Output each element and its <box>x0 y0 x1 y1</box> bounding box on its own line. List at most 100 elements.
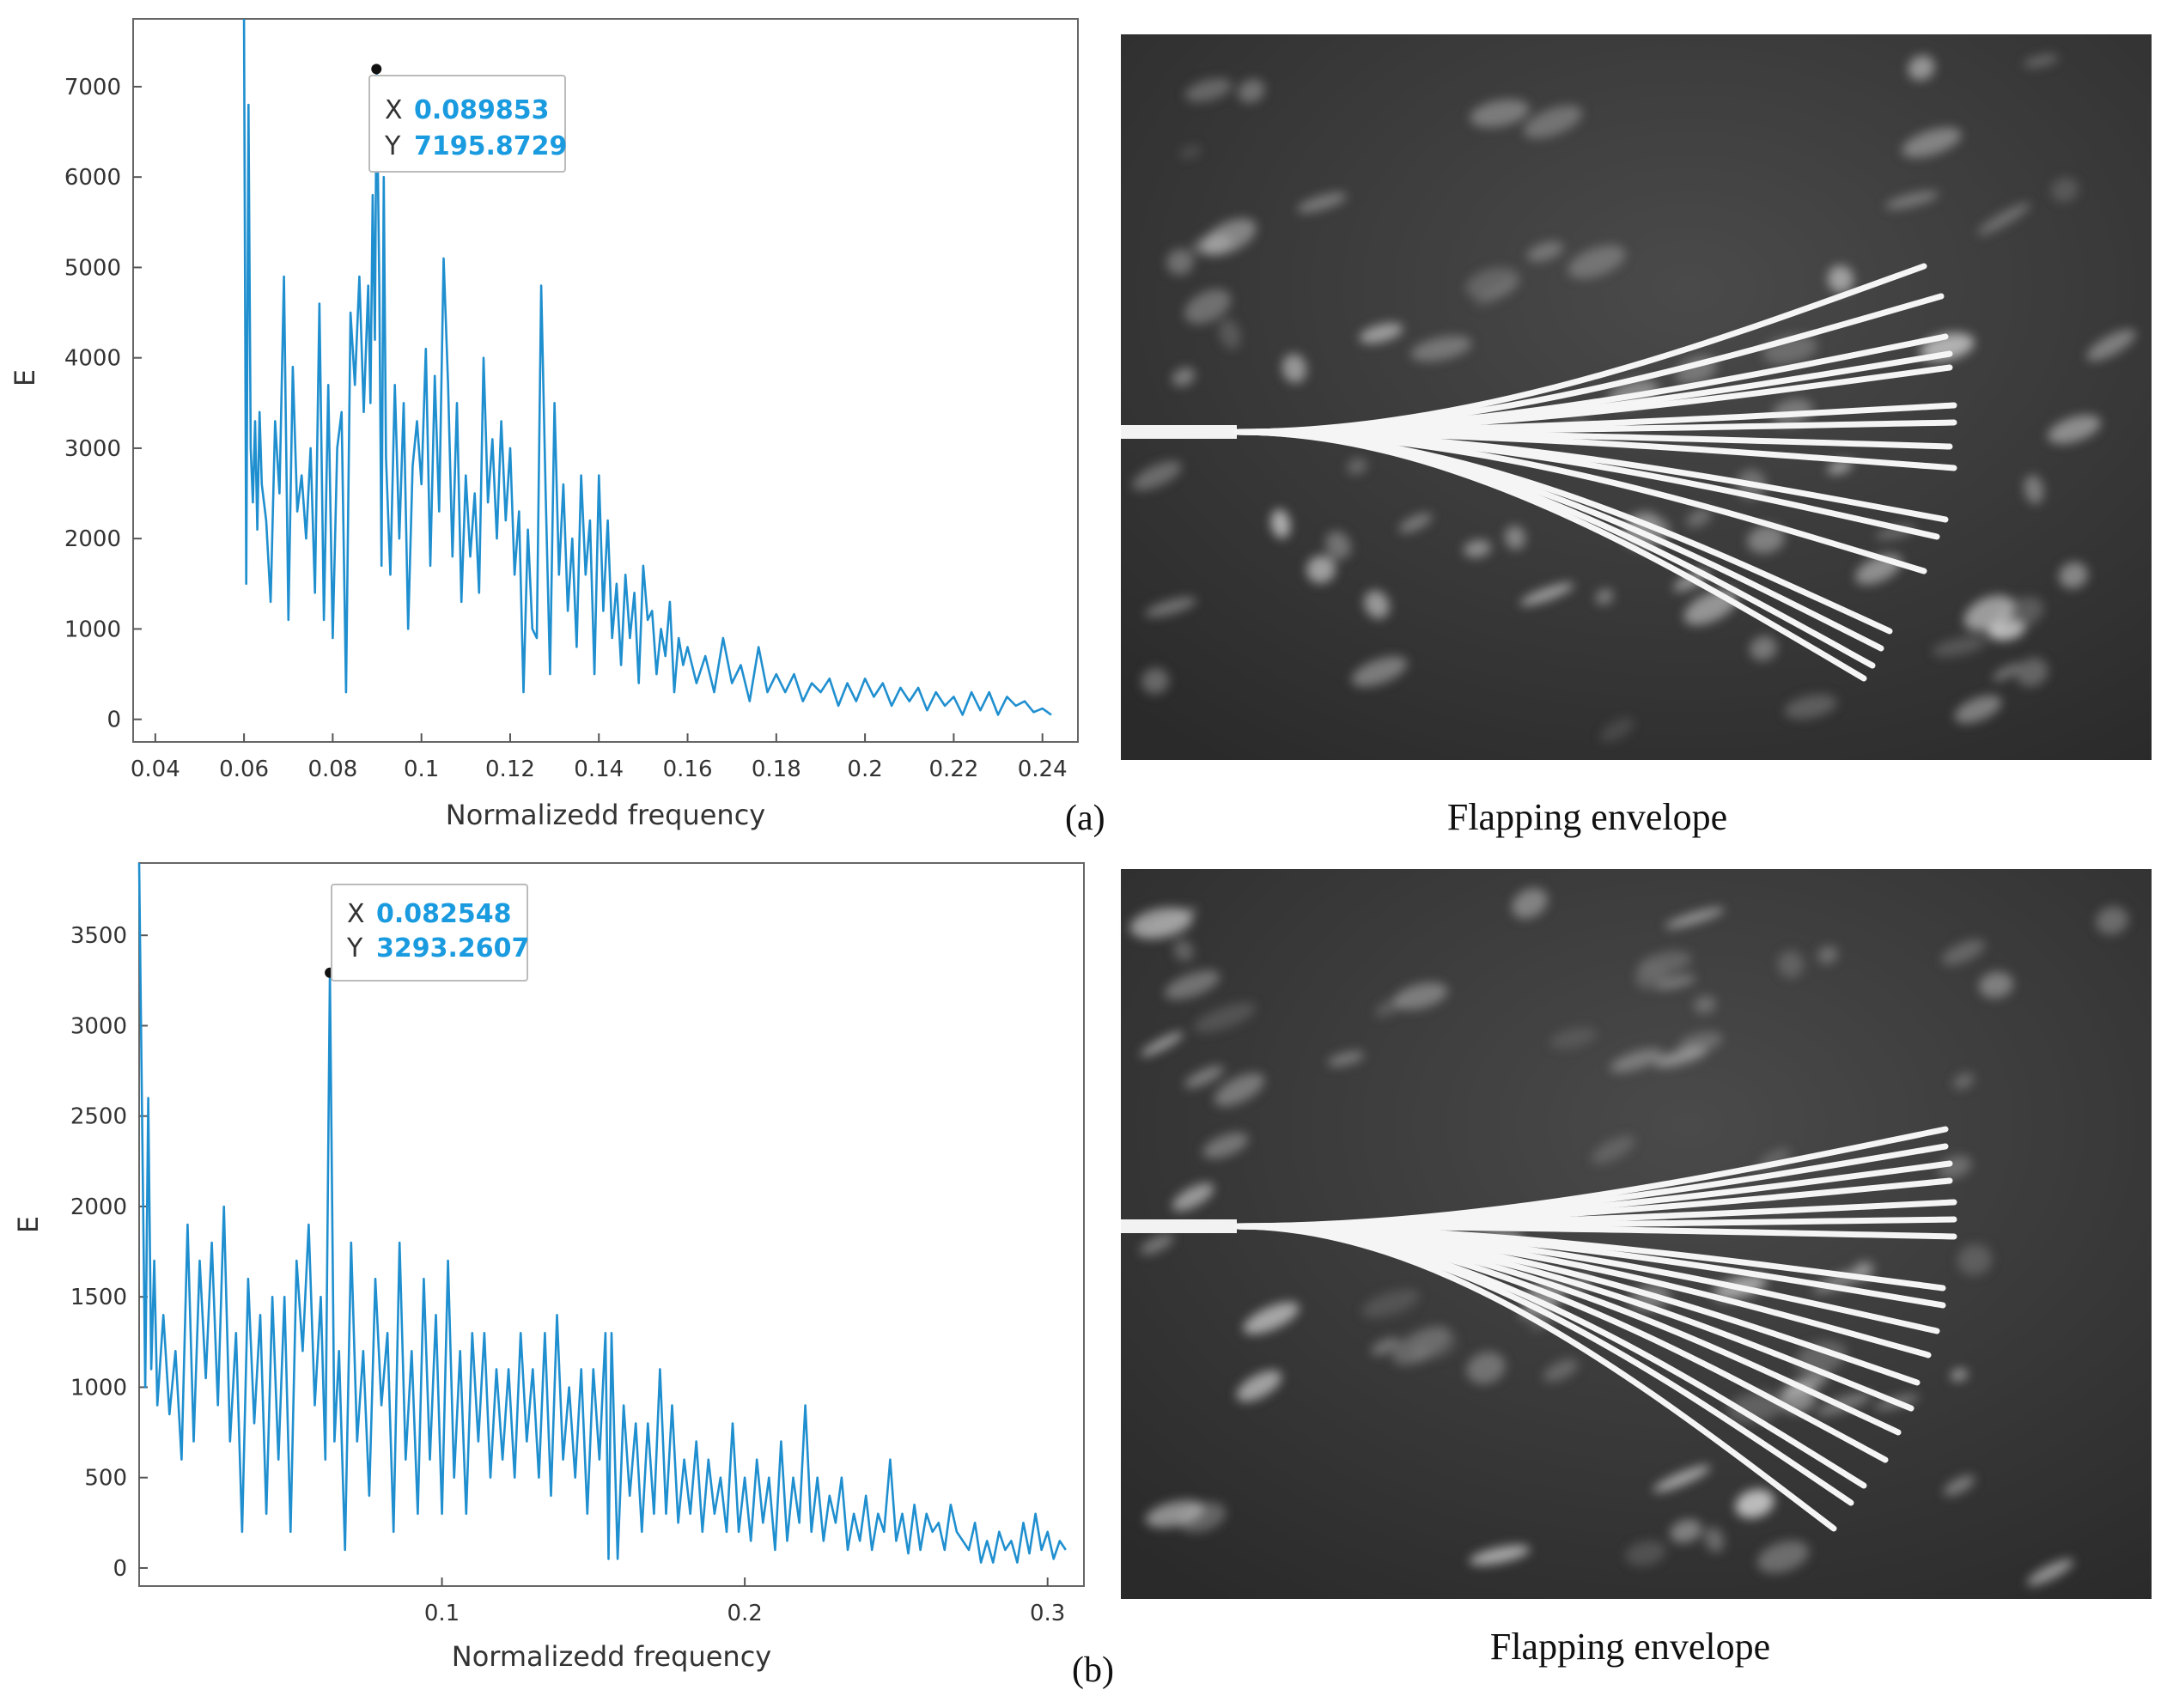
particle <box>2023 54 2059 68</box>
datatip-x-label-b: X <box>347 899 365 929</box>
particle <box>1347 458 1367 475</box>
particle <box>1637 951 1692 976</box>
particle <box>1132 460 1182 491</box>
x-tick-label: 0.2 <box>847 757 882 782</box>
particle <box>1543 1358 1579 1383</box>
particle <box>1747 525 1785 554</box>
particle <box>1827 265 1854 293</box>
particle <box>1178 1502 1227 1533</box>
particle <box>1655 975 1696 990</box>
x-axis-label-a: Normalizedd frequency <box>446 799 765 831</box>
particle <box>1549 1027 1598 1049</box>
particle <box>1236 1370 1282 1402</box>
particle <box>1172 1182 1214 1212</box>
particle <box>1943 1475 1975 1496</box>
particle <box>1665 908 1725 928</box>
particle <box>1678 1031 1723 1054</box>
particle <box>1325 531 1351 560</box>
particle <box>1757 1541 1809 1573</box>
photo-background-b <box>1121 869 2152 1599</box>
x-tick-label: 0.12 <box>485 757 535 782</box>
particle <box>2051 177 2079 203</box>
particle <box>1410 336 1472 362</box>
y-tick-label: 2500 <box>70 1104 127 1130</box>
datatip-y-label-a: Y <box>384 131 401 161</box>
particle <box>1704 1527 1725 1553</box>
jet-core <box>1121 425 1237 439</box>
particle <box>1884 191 1939 210</box>
y-tick-label: 2000 <box>70 1194 127 1220</box>
y-tick-label: 3000 <box>70 1013 127 1039</box>
x-tick-label: 0.08 <box>307 757 357 782</box>
datatip-b[interactable]: X 0.082548 Y 3293.2607 <box>331 884 529 982</box>
particle <box>1670 1519 1702 1543</box>
y-axis-label-b: E <box>12 1216 45 1233</box>
plume-streak <box>1233 1223 1837 1532</box>
particle <box>2024 475 2044 504</box>
particle <box>1297 192 1347 213</box>
y-tick-label: 0 <box>113 1556 127 1582</box>
y-axis-ticks-b: 0 500 1000 1500 2000 2500 3000 3500 <box>70 923 148 1582</box>
particle <box>1145 597 1196 617</box>
x-tick-label: 0.18 <box>752 757 801 782</box>
x-axis-label-b: Normalizedd frequency <box>452 1640 771 1673</box>
y-tick-label: 3500 <box>70 923 127 949</box>
particle <box>1140 907 1198 938</box>
x-tick-label: 0.24 <box>1018 757 1068 782</box>
particle <box>1827 459 1853 475</box>
particle <box>1202 1132 1249 1159</box>
plume-envelope-b <box>1121 1126 1957 1532</box>
x-tick-label: 0.2 <box>727 1601 762 1626</box>
particle <box>1979 971 2013 999</box>
y-tick-label: 1500 <box>70 1285 127 1310</box>
particle <box>1777 951 1805 978</box>
x-tick-label: 0.1 <box>404 757 439 782</box>
particle <box>1393 982 1448 1010</box>
particle <box>1908 55 1935 81</box>
datatip-x-value-a: 0.089853 <box>414 95 550 125</box>
y-tick-label: 7000 <box>64 75 121 100</box>
particle <box>2048 415 2101 444</box>
particle <box>1327 1051 1365 1067</box>
particle <box>1141 667 1169 695</box>
y-tick-label: 0 <box>107 708 121 733</box>
x-tick-label: 0.16 <box>663 757 713 782</box>
particle <box>1817 945 1838 964</box>
particle <box>1784 694 1837 720</box>
particle <box>1351 656 1408 687</box>
particle <box>1361 1289 1420 1318</box>
peak-marker-a[interactable] <box>371 64 382 75</box>
particle <box>1952 1073 1975 1090</box>
particle <box>1512 888 1548 919</box>
datatip-a[interactable]: X 0.089853 Y 7195.8729 <box>368 75 567 173</box>
particle <box>2059 562 2088 589</box>
particle <box>1184 1066 1224 1088</box>
datatip-x-value-b: 0.082548 <box>376 899 512 929</box>
particle <box>1523 105 1583 139</box>
spectrum-line-b <box>137 862 1067 1564</box>
particle <box>1371 1337 1400 1356</box>
particle <box>1526 241 1564 262</box>
particle <box>1173 939 1194 962</box>
datatip-x-label-a: X <box>385 95 403 125</box>
particle <box>1164 970 1221 1000</box>
particle <box>1470 99 1530 128</box>
panel-label-a: (a) <box>1065 799 1105 838</box>
particle <box>1184 289 1231 325</box>
particle <box>1610 1049 1663 1073</box>
particle <box>1413 1328 1458 1359</box>
datatip-y-value-a: 7195.8729 <box>414 131 567 161</box>
particle <box>1653 1465 1711 1492</box>
particle <box>1141 1031 1184 1057</box>
particle <box>1567 245 1626 279</box>
flapping-photo-a: Flapping envelope <box>1121 34 2152 838</box>
datatip-y-label-b: Y <box>346 933 363 963</box>
particle <box>1243 1302 1300 1334</box>
particle <box>1519 582 1574 606</box>
x-tick-label: 0.3 <box>1030 1601 1065 1626</box>
plume-envelope-a <box>1121 263 1957 682</box>
particle <box>2027 1559 2073 1586</box>
y-tick-label: 500 <box>84 1466 127 1492</box>
